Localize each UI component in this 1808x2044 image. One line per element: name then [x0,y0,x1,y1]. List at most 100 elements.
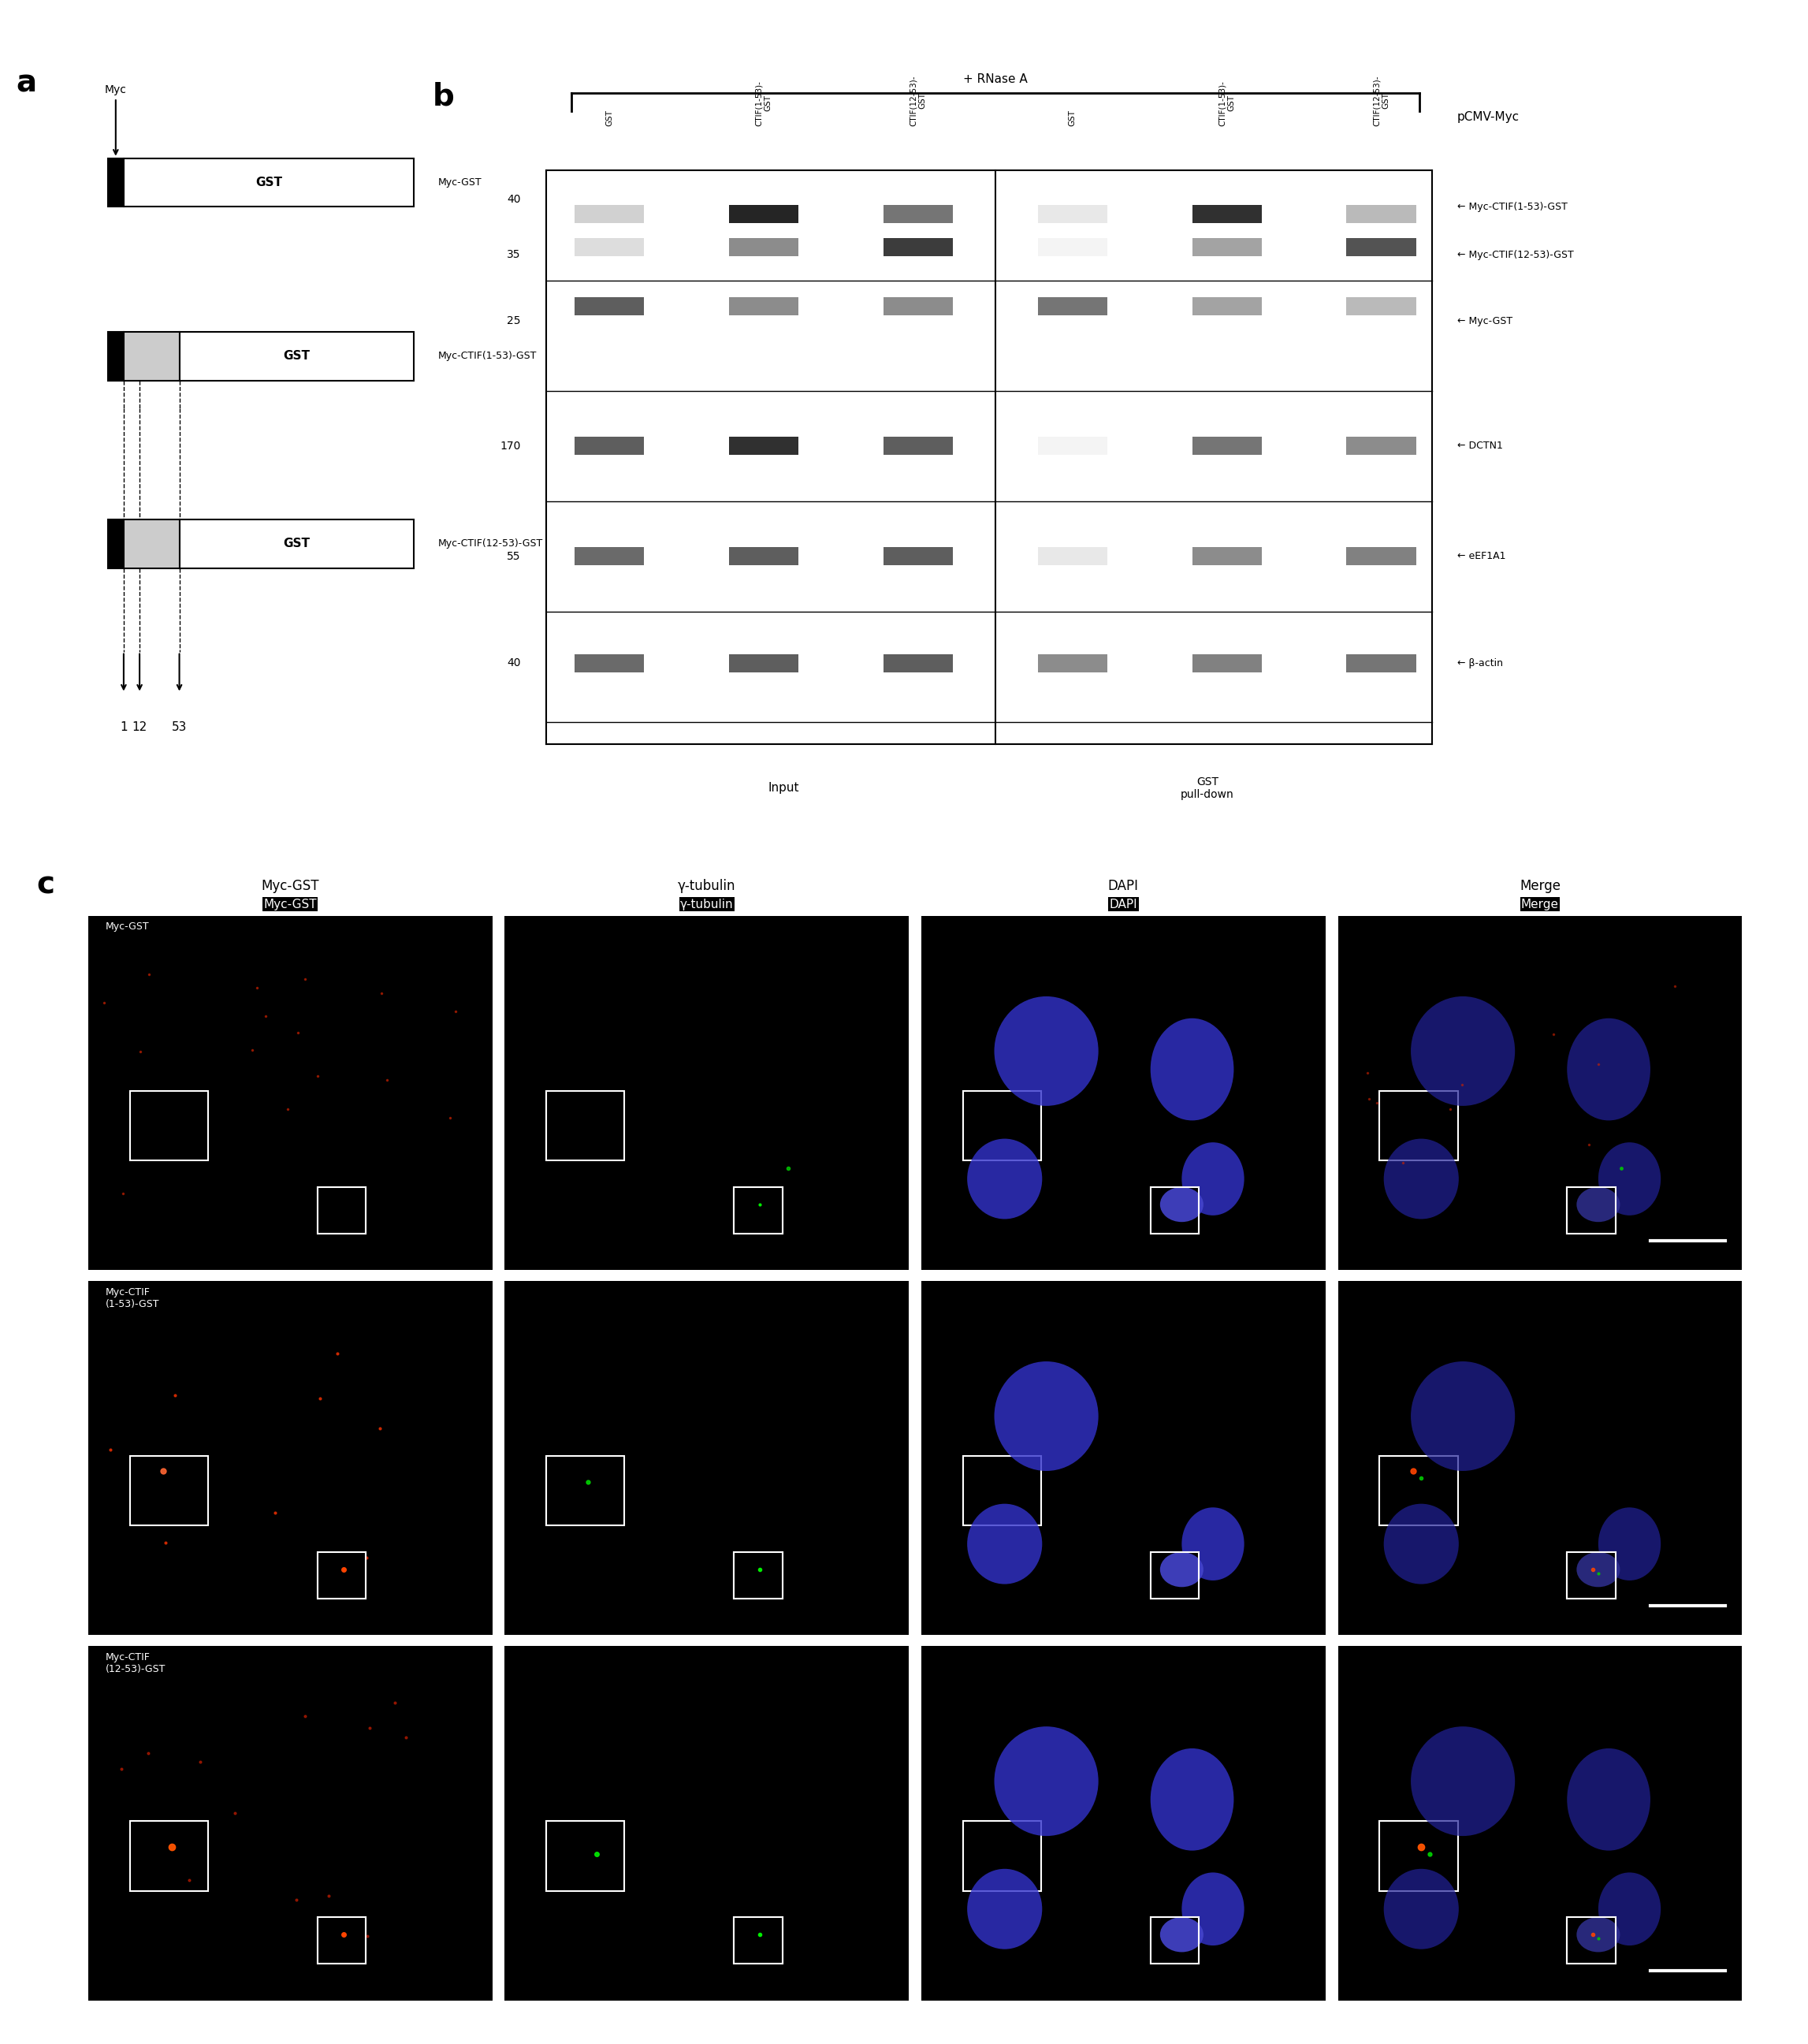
Ellipse shape [1577,1917,1620,1952]
Bar [546,1455,624,1525]
Bar [575,654,644,672]
Bar [1191,437,1262,456]
Bar [123,331,179,380]
Bar [318,1551,365,1598]
Bar [123,519,179,568]
Bar [729,548,799,566]
Ellipse shape [1598,1506,1662,1580]
Bar [922,1282,1325,1635]
Bar [318,1188,365,1235]
Bar [1568,1917,1616,1964]
Text: GST: GST [606,110,613,127]
Ellipse shape [967,1504,1041,1584]
Text: Myc-GST: Myc-GST [264,899,316,910]
Text: 170: 170 [501,442,521,452]
Bar [1150,1551,1199,1598]
Bar [1191,239,1262,258]
Text: Merge: Merge [1521,899,1558,910]
Text: Merge: Merge [1519,879,1560,893]
Text: Myc-GST: Myc-GST [438,178,481,188]
Ellipse shape [1161,1917,1204,1952]
Bar [1568,1917,1616,1964]
Bar [922,1645,1325,2001]
Bar [1191,204,1262,223]
Bar [1568,1551,1616,1598]
Bar [1347,239,1416,258]
Bar [1038,548,1106,566]
Bar [1150,1188,1199,1235]
Bar [1347,204,1416,223]
Text: ← Myc-CTIF(12-53)-GST: ← Myc-CTIF(12-53)-GST [1457,249,1573,260]
Ellipse shape [1161,1188,1204,1222]
Bar [729,654,799,672]
Bar [1038,204,1106,223]
Bar [546,1091,624,1161]
Bar [1568,1551,1616,1598]
Bar [89,1282,492,1635]
Text: Myc-CTIF
(12-53)-GST: Myc-CTIF (12-53)-GST [105,1652,166,1674]
Ellipse shape [1410,995,1515,1106]
Bar [1347,296,1416,315]
Bar [1150,1188,1199,1235]
Ellipse shape [1383,1504,1459,1584]
Bar [1150,1188,1199,1235]
Text: ← DCTN1: ← DCTN1 [1457,442,1502,452]
Ellipse shape [1598,1143,1662,1216]
Bar [729,296,799,315]
Text: pCMV-Myc: pCMV-Myc [1457,110,1519,123]
Bar [884,204,953,223]
Text: 12: 12 [132,722,146,734]
Bar [318,1917,365,1964]
Bar [734,1188,783,1235]
Bar [1568,1188,1616,1235]
Text: ← Myc-GST: ← Myc-GST [1457,315,1513,327]
Text: Input: Input [768,783,799,793]
Ellipse shape [994,1727,1099,1836]
Ellipse shape [1568,1748,1651,1850]
Bar [729,239,799,258]
Bar [1568,1188,1616,1235]
Bar [1347,548,1416,566]
Ellipse shape [1383,1139,1459,1218]
Bar [1038,654,1106,672]
Text: 53: 53 [172,722,186,734]
Text: Myc-GST: Myc-GST [105,922,150,932]
Bar [734,1917,783,1964]
Bar [1568,1188,1616,1235]
Bar [318,1188,365,1235]
Bar [884,239,953,258]
Text: Myc-CTIF(12-53)-GST: Myc-CTIF(12-53)-GST [438,540,542,550]
Text: γ-tubulin: γ-tubulin [680,899,734,910]
Bar [1191,548,1262,566]
Ellipse shape [1577,1551,1620,1586]
Text: CTIF(1-53)-
GST: CTIF(1-53)- GST [1219,80,1235,127]
Bar [179,331,414,380]
Bar [504,1282,909,1635]
Bar [546,1821,624,1891]
Bar [89,1645,492,2001]
Bar [504,916,909,1269]
Bar [575,239,644,258]
Bar [884,296,953,315]
Bar [130,1455,208,1525]
Bar [179,519,414,568]
Bar [1568,1551,1616,1598]
Text: ← eEF1A1: ← eEF1A1 [1457,552,1506,562]
Bar [1191,296,1262,315]
Text: ← β-actin: ← β-actin [1457,658,1502,668]
Ellipse shape [1150,1748,1233,1850]
Bar [1150,1551,1199,1598]
Bar [108,519,123,568]
Bar [1038,296,1106,315]
Bar [1338,1282,1741,1635]
Text: Myc: Myc [105,84,127,153]
Bar [729,437,799,456]
Text: GST: GST [1069,110,1076,127]
Bar [318,1551,365,1598]
Bar [1038,239,1106,258]
Bar [734,1917,783,1964]
Bar [108,157,123,206]
Text: 40: 40 [506,194,521,204]
Text: b: b [432,82,454,112]
Bar [964,1821,1041,1891]
